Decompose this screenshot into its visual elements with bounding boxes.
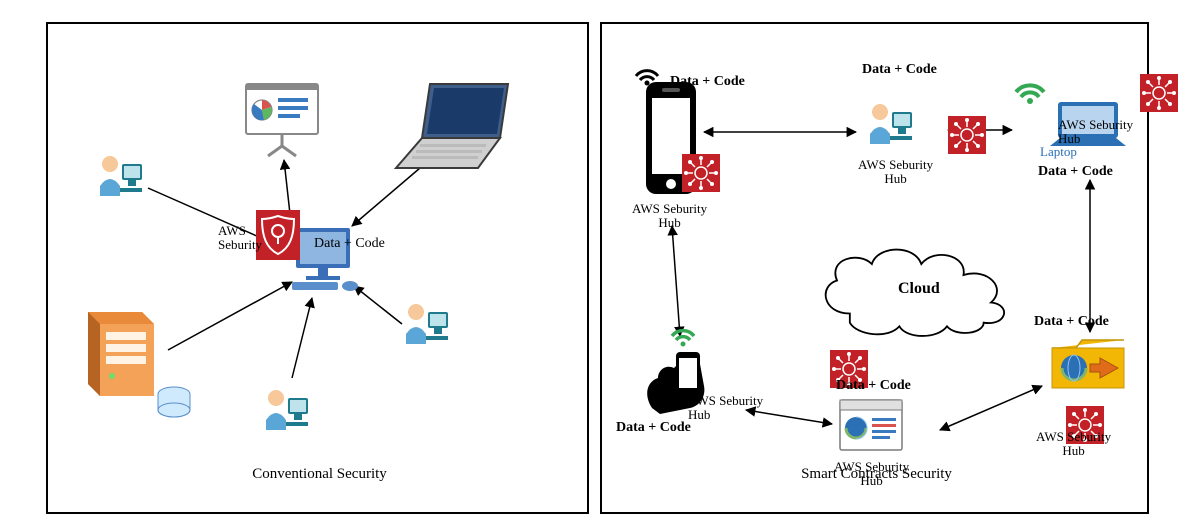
laptop-label: Laptop — [1040, 144, 1077, 160]
aws-security-hub-icon — [1140, 74, 1178, 112]
panel-conventional-security: Conventional Security — [46, 22, 589, 514]
center-data-code-label: Data + Code — [314, 236, 385, 252]
presentation-icon — [240, 80, 324, 160]
wifi-icon-hand — [668, 324, 698, 348]
ash-top: AWS Seburity Hub — [858, 158, 933, 187]
aws-security-hub-icon — [682, 154, 720, 192]
data-code-top: Data + Code — [862, 62, 937, 78]
panel-smart-contracts-security: Smart Contracts Security — [600, 22, 1149, 514]
ash-folder: AWS Seburity Hub — [1036, 430, 1111, 459]
ash-phone: AWS Seburity Hub — [632, 202, 707, 231]
ash-browser: AWS Seburity Hub — [834, 460, 909, 489]
user-workstation-tl — [94, 150, 146, 202]
browser-globe-icon — [838, 398, 904, 452]
data-code-browser: Data + Code — [836, 378, 911, 394]
aws-security-hub-icon — [948, 116, 986, 154]
folder-globe-icon — [1046, 334, 1132, 398]
cloud-label: Cloud — [898, 280, 940, 298]
ash-laptop: AWS Seburity Hub — [1058, 118, 1133, 147]
aws-seburity-label-center: AWS Seburity — [218, 224, 262, 253]
server-icon — [78, 298, 194, 422]
diagram-canvas: Conventional Security — [0, 0, 1195, 529]
aws-security-shield-icon — [256, 210, 300, 260]
data-code-laptop: Data + Code — [1038, 164, 1113, 180]
data-code-folder: Data + Code — [1034, 314, 1109, 330]
data-code-phone: Data + Code — [670, 74, 745, 90]
data-code-hand: Data + Code — [616, 420, 691, 436]
wifi-icon-phone — [632, 64, 662, 86]
laptop-icon — [382, 78, 522, 178]
user-workstation-bl — [260, 384, 312, 436]
user-workstation-top — [864, 98, 916, 150]
ash-hand: AWS Seburity Hub — [688, 394, 763, 423]
wifi-icon-laptop — [1012, 78, 1048, 106]
user-workstation-br — [400, 298, 452, 350]
